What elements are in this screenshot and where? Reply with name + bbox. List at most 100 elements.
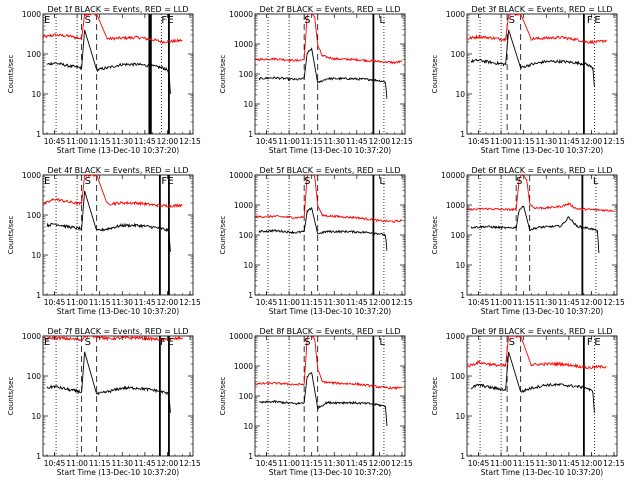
x-axis-label: Start Time (13-Dec-10 10:37:20) — [269, 146, 391, 155]
y-tick-label: 1 — [460, 452, 465, 461]
plot-area — [467, 14, 607, 134]
y-tick-label: 100 — [239, 70, 254, 79]
plot-area — [255, 14, 403, 134]
panel-title: Det 6f BLACK = Events, RED = LLD — [471, 166, 612, 175]
lld-series-line — [43, 14, 183, 45]
events-series-line — [470, 205, 600, 254]
y-tick-label: 10 — [455, 90, 465, 99]
event-marker-label: E — [167, 176, 173, 187]
x-tick-label: 11:30 — [323, 298, 345, 307]
x-tick-label: 12:00 — [157, 137, 179, 146]
lld-series-line — [255, 175, 403, 224]
event-marker-label: S — [85, 176, 91, 187]
panel-title: Det 8f BLACK = Events, RED = LLD — [259, 327, 400, 336]
x-tick-label: 11:30 — [111, 459, 133, 468]
plot-frame — [254, 13, 406, 135]
plot-area — [43, 14, 183, 134]
event-marker-label: F — [587, 15, 593, 26]
y-axis-label: Counts/sec — [7, 377, 15, 416]
x-tick-label: 12:00 — [369, 137, 391, 146]
y-axis-label: Counts/sec — [431, 377, 439, 416]
x-tick-label: 11:00 — [66, 137, 88, 146]
y-tick-label: 100 — [451, 50, 466, 59]
events-series-line — [470, 351, 595, 413]
y-tick-label: 10 — [31, 251, 41, 260]
x-tick-label: 12:15 — [391, 298, 413, 307]
y-tick-label: 10000 — [229, 10, 253, 19]
plot-frame — [42, 335, 194, 457]
x-tick-label: 10:45 — [256, 298, 278, 307]
x-tick-label: 11:45 — [134, 137, 156, 146]
event-marker-label: E — [44, 176, 50, 187]
x-axis-label: Start Time (13-Dec-10 10:37:20) — [481, 468, 603, 477]
event-marker-label: F — [161, 15, 167, 26]
x-tick-label: 11:15 — [89, 459, 111, 468]
y-axis-label: Counts/sec — [219, 216, 227, 255]
lld-series-line — [467, 14, 607, 45]
x-tick-label: 11:45 — [558, 459, 580, 468]
y-tick-label: 1000 — [234, 201, 253, 210]
x-axis-label: Start Time (13-Dec-10 10:37:20) — [269, 468, 391, 477]
y-tick-label: 10000 — [441, 171, 465, 180]
y-axis-label: Counts/sec — [7, 55, 15, 94]
y-axis-label: Counts/sec — [431, 216, 439, 255]
y-tick-label: 1000 — [234, 40, 253, 49]
y-tick-label: 100 — [27, 50, 42, 59]
x-tick-label: 12:00 — [157, 298, 179, 307]
lld-series-line — [255, 336, 403, 391]
x-tick-label: 11:45 — [346, 137, 368, 146]
y-tick-label: 100 — [451, 372, 466, 381]
panel-title: Det 2f BLACK = Events, RED = LLD — [259, 5, 400, 14]
lld-series-line — [467, 336, 607, 370]
panel-title: Det 7f BLACK = Events, RED = LLD — [47, 327, 188, 336]
y-tick-label: 10 — [31, 412, 41, 421]
x-tick-label: 10:45 — [256, 459, 278, 468]
x-tick-label: 12:15 — [179, 298, 201, 307]
event-marker-label: E — [594, 15, 600, 26]
x-tick-label: 11:30 — [535, 459, 557, 468]
x-tick-label: 11:45 — [346, 298, 368, 307]
y-tick-label: 100 — [451, 231, 466, 240]
x-tick-label: 11:15 — [513, 298, 535, 307]
x-tick-label: 11:00 — [278, 459, 300, 468]
y-tick-label: 1000 — [446, 10, 465, 19]
x-tick-label: 11:30 — [323, 137, 345, 146]
plot-area — [255, 175, 403, 295]
x-tick-label: 12:00 — [157, 459, 179, 468]
x-tick-label: 11:15 — [89, 298, 111, 307]
x-tick-label: 11:30 — [111, 137, 133, 146]
y-axis-label: Counts/sec — [219, 377, 227, 416]
y-tick-label: 100 — [27, 372, 42, 381]
x-tick-label: 12:15 — [603, 459, 625, 468]
x-axis-label: Start Time (13-Dec-10 10:37:20) — [481, 307, 603, 316]
event-marker-label: L — [379, 15, 385, 26]
plot-area — [467, 336, 607, 456]
event-marker-label: S — [85, 337, 91, 348]
y-tick-label: 10 — [455, 261, 465, 270]
x-tick-label: 11:00 — [490, 137, 512, 146]
x-tick-label: 10:45 — [468, 459, 490, 468]
event-marker-label: S — [304, 176, 310, 187]
x-tick-label: 11:15 — [513, 137, 535, 146]
x-tick-label: 11:45 — [346, 459, 368, 468]
x-tick-label: 11:30 — [535, 298, 557, 307]
event-marker-label: F — [160, 337, 166, 348]
x-tick-label: 11:45 — [134, 298, 156, 307]
event-marker-label: E — [167, 15, 173, 26]
y-tick-label: 10 — [243, 422, 253, 431]
lld-series-line — [255, 14, 403, 65]
event-marker-label: S — [304, 337, 310, 348]
event-marker-label: E — [594, 337, 600, 348]
event-marker-label: E — [44, 15, 50, 26]
y-tick-label: 1 — [36, 291, 41, 300]
x-tick-label: 12:15 — [391, 137, 413, 146]
plot-frame — [42, 13, 194, 135]
x-tick-label: 12:15 — [179, 137, 201, 146]
event-marker-label: F — [161, 176, 167, 187]
events-series-line — [46, 351, 171, 413]
x-tick-label: 12:15 — [603, 137, 625, 146]
panel-title: Det 5f BLACK = Events, RED = LLD — [259, 166, 400, 175]
